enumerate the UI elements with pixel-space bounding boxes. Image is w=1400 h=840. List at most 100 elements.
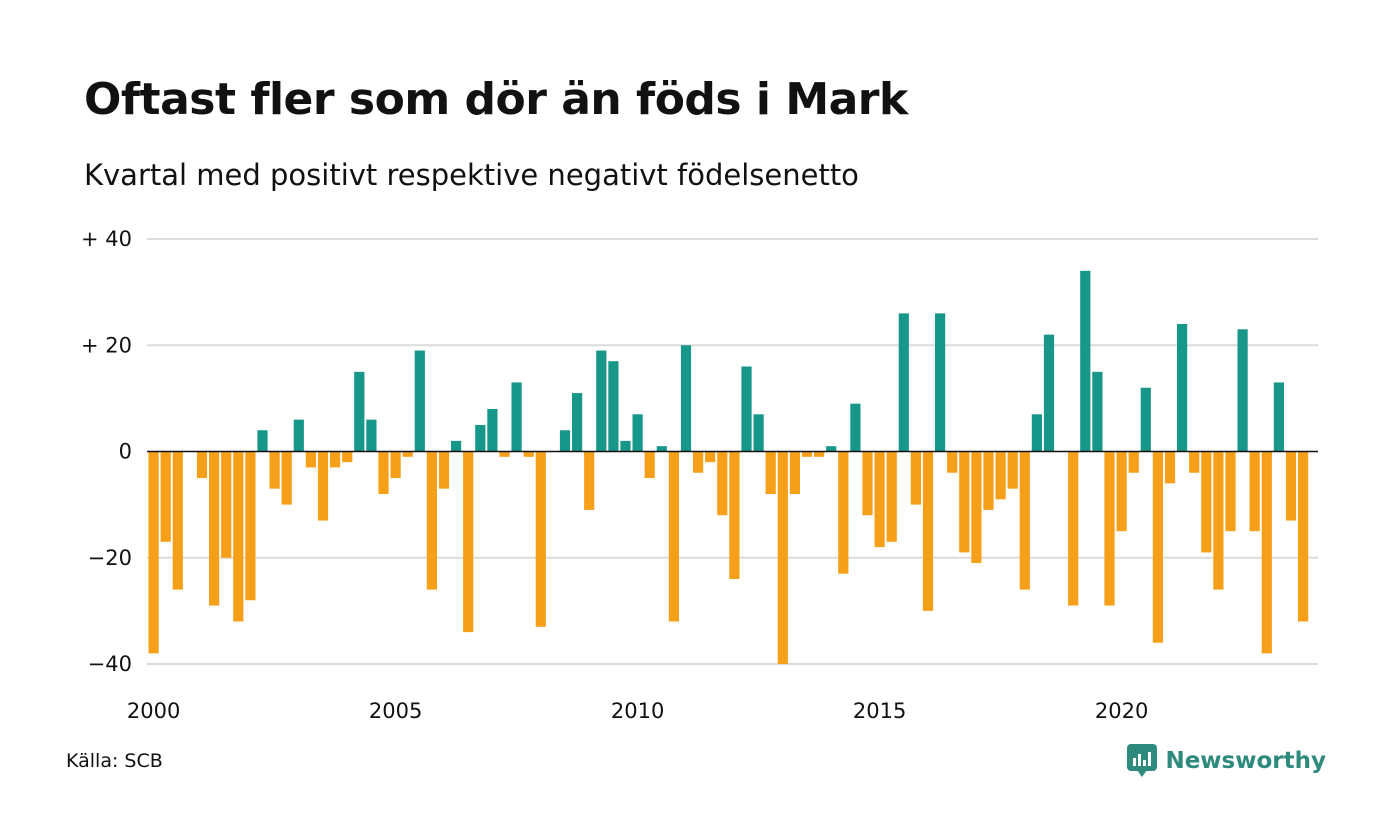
bar-negative	[862, 451, 873, 516]
bar-negative	[1249, 451, 1260, 532]
bar-negative	[983, 451, 994, 510]
bar-positive	[572, 393, 583, 452]
x-tick-label: 2005	[369, 699, 422, 723]
bars	[148, 270, 1309, 664]
bar-positive	[1140, 387, 1151, 452]
x-tick-label: 2000	[127, 699, 180, 723]
bar-negative	[269, 451, 280, 489]
bar-negative	[668, 451, 679, 622]
bar-negative	[342, 451, 353, 463]
x-tick-label: 2015	[853, 699, 906, 723]
x-tick-label: 2010	[611, 699, 664, 723]
bar-positive	[850, 403, 861, 452]
bar-negative	[1104, 451, 1115, 606]
x-tick-label: 2020	[1095, 699, 1148, 723]
bar-negative	[705, 451, 716, 463]
bar-positive	[1080, 270, 1091, 452]
bar-negative	[535, 451, 546, 627]
y-tick-label: 0	[119, 440, 132, 464]
bar-negative	[947, 451, 958, 473]
bar-positive	[741, 366, 752, 452]
bar-negative	[148, 451, 159, 654]
bar-positive	[620, 440, 631, 452]
bar-positive	[596, 350, 607, 452]
bar-negative	[838, 451, 849, 574]
bar-positive	[656, 446, 667, 452]
bar-positive	[935, 313, 946, 452]
bar-positive	[354, 371, 365, 452]
bar-negative	[426, 451, 437, 590]
bar-negative	[402, 451, 413, 457]
bar-negative	[874, 451, 885, 548]
bar-negative	[717, 451, 728, 516]
bar-positive	[366, 419, 377, 452]
bar-negative	[1225, 451, 1236, 532]
bar-negative	[317, 451, 329, 521]
brand-name: Newsworthy	[1165, 748, 1326, 774]
bar-negative	[1189, 451, 1200, 473]
bar-negative	[196, 451, 208, 479]
bar-negative	[1201, 451, 1212, 553]
bar-negative	[644, 451, 655, 479]
bar-positive	[293, 419, 304, 452]
bar-positive	[414, 350, 425, 452]
bar-negative	[777, 451, 788, 664]
bar-negative	[922, 451, 934, 611]
bar-positive	[632, 414, 643, 452]
newsworthy-logo-icon	[1127, 744, 1158, 777]
bar-negative	[971, 451, 982, 564]
bar-negative	[1164, 451, 1176, 484]
bar-negative	[378, 451, 389, 494]
bar-negative	[1298, 451, 1309, 622]
bar-negative	[886, 451, 897, 542]
bar-negative	[1152, 451, 1163, 643]
y-tick-label: + 20	[81, 333, 132, 357]
bar-negative	[245, 451, 256, 601]
bar-negative	[789, 451, 800, 494]
bar-positive	[257, 430, 268, 452]
bar-positive	[559, 430, 571, 452]
bar-negative	[305, 451, 316, 468]
bar-negative	[523, 451, 534, 457]
bar-negative	[959, 451, 970, 553]
bar-negative	[1285, 451, 1297, 521]
bar-negative	[814, 451, 825, 457]
bar-positive	[826, 446, 837, 452]
bar-positive	[1273, 382, 1284, 452]
bar-positive	[451, 440, 462, 452]
bar-positive	[898, 313, 909, 452]
bar-negative	[995, 451, 1006, 500]
bar-negative	[693, 451, 704, 473]
bar-negative	[584, 451, 595, 510]
bar-negative	[765, 451, 776, 494]
bar-positive	[1177, 324, 1188, 452]
x-axis-tick-labels: 2000 2005 2010 2015 2020	[127, 699, 1148, 723]
brand-logo: Newsworthy	[1127, 744, 1326, 778]
bar-negative	[499, 451, 510, 457]
bar-negative	[1019, 451, 1030, 590]
page-subtitle: Kvartal med positivt respektive negativt…	[84, 158, 859, 192]
y-tick-label: −20	[88, 546, 132, 570]
bar-positive	[487, 409, 498, 452]
bar-negative	[1116, 451, 1127, 532]
bar-positive	[1031, 414, 1042, 452]
y-tick-label: + 40	[81, 227, 132, 251]
bar-positive	[1237, 329, 1248, 452]
bar-positive	[1092, 371, 1103, 452]
bar-negative	[281, 451, 292, 505]
bar-negative	[172, 451, 183, 590]
bar-negative	[463, 451, 474, 633]
bar-negative	[330, 451, 341, 468]
bar-negative	[390, 451, 401, 479]
bar-positive	[680, 345, 692, 452]
bar-negative	[1007, 451, 1018, 489]
bar-negative	[1213, 451, 1224, 590]
bar-negative	[801, 451, 813, 457]
y-tick-label: −40	[88, 652, 132, 676]
bar-negative	[233, 451, 244, 622]
bar-negative	[1068, 451, 1079, 606]
page-title: Oftast fler som dör än föds i Mark	[84, 74, 908, 125]
bar-negative	[160, 451, 171, 542]
bar-positive	[1043, 334, 1055, 452]
